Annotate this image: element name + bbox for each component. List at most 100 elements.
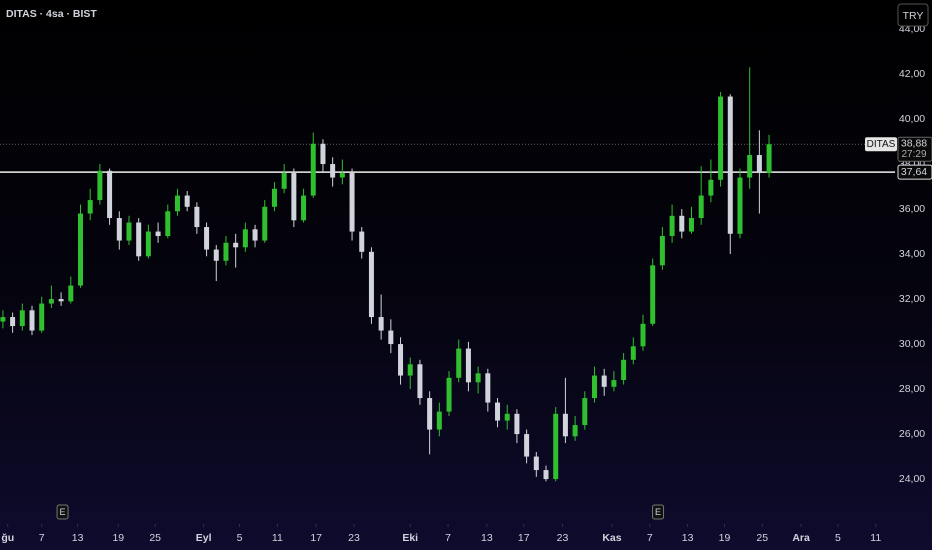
last-price-label: 38,88 bbox=[901, 138, 927, 150]
candle-body bbox=[87, 200, 93, 214]
candle-body bbox=[708, 179, 714, 196]
x-tick-label: 13 bbox=[72, 532, 84, 544]
event-marker bbox=[56, 504, 69, 520]
candle-body bbox=[766, 144, 772, 174]
candle-body bbox=[330, 164, 336, 178]
candle-body bbox=[688, 218, 694, 232]
candle-body bbox=[310, 143, 316, 196]
candle-body bbox=[39, 303, 45, 331]
candle-body bbox=[543, 470, 549, 480]
candle-body bbox=[29, 310, 35, 331]
candle-body bbox=[223, 242, 229, 261]
candle-body bbox=[427, 398, 433, 430]
candle-body bbox=[465, 348, 471, 383]
x-tick-label: Eyl bbox=[196, 532, 212, 544]
x-tick-label: 7 bbox=[39, 532, 45, 544]
candle-body bbox=[291, 173, 297, 221]
candle-body bbox=[58, 299, 64, 302]
candle-body bbox=[48, 299, 54, 304]
y-tick-label: 28,00 bbox=[899, 383, 925, 395]
candle-body bbox=[10, 317, 16, 327]
candle-body bbox=[0, 317, 6, 322]
y-tick-label: 44,00 bbox=[899, 23, 925, 35]
countdown-label: 27:29 bbox=[901, 149, 926, 160]
candle-body bbox=[233, 242, 239, 248]
hline-price-label: 37,64 bbox=[901, 166, 927, 178]
candle-body bbox=[456, 348, 462, 378]
y-tick-label: 32,00 bbox=[899, 293, 925, 305]
candle-body bbox=[514, 413, 520, 435]
currency-button-label[interactable]: TRY bbox=[903, 10, 924, 22]
candle-body bbox=[204, 227, 210, 250]
y-tick-label: 42,00 bbox=[899, 68, 925, 80]
candle-body bbox=[718, 96, 724, 180]
candle-body bbox=[504, 413, 510, 421]
candle-body bbox=[630, 346, 636, 360]
candle-body bbox=[165, 211, 171, 237]
event-label: E bbox=[60, 507, 66, 517]
x-tick-label: Eki bbox=[402, 532, 418, 544]
event-label: E bbox=[655, 507, 661, 517]
candle-body bbox=[601, 375, 607, 387]
candle-body bbox=[475, 373, 481, 383]
candle-body bbox=[611, 380, 617, 387]
candle-body bbox=[592, 375, 598, 399]
candle-body bbox=[553, 413, 559, 480]
y-tick-label: 36,00 bbox=[899, 203, 925, 215]
x-tick-label: Ara bbox=[792, 532, 810, 544]
x-tick-label: 23 bbox=[557, 532, 569, 544]
x-tick-label: 5 bbox=[835, 532, 841, 544]
y-tick-label: 26,00 bbox=[899, 428, 925, 440]
x-tick-label: 19 bbox=[112, 532, 124, 544]
hline-price-box bbox=[897, 164, 932, 180]
candle-body bbox=[107, 170, 113, 219]
candle-body bbox=[485, 373, 491, 403]
candle-body bbox=[368, 251, 374, 318]
candle-body bbox=[621, 359, 627, 381]
candle-body bbox=[359, 231, 365, 252]
x-tick-label: 17 bbox=[518, 532, 530, 544]
candle-body bbox=[398, 344, 404, 376]
candle-body bbox=[174, 195, 180, 212]
symbol-tag bbox=[865, 137, 897, 152]
candle-body bbox=[213, 249, 219, 261]
candle-body bbox=[145, 231, 151, 257]
candle-body bbox=[495, 402, 501, 421]
candle-body bbox=[698, 195, 704, 219]
candle-body bbox=[524, 434, 530, 457]
candle-body bbox=[116, 218, 122, 241]
last-price-box bbox=[897, 136, 932, 162]
candle-body bbox=[582, 398, 588, 426]
candle-body bbox=[184, 195, 190, 207]
currency-button[interactable]: TRY bbox=[897, 3, 929, 27]
x-tick-label: 25 bbox=[756, 532, 768, 544]
x-tick-label: 5 bbox=[237, 532, 243, 544]
candle-body bbox=[572, 425, 578, 437]
candle-body bbox=[378, 317, 384, 331]
candle-body bbox=[446, 377, 452, 412]
x-tick-label: 25 bbox=[149, 532, 161, 544]
candle-body bbox=[436, 411, 442, 430]
chart-title: DITAS · 4sa · BIST bbox=[6, 8, 97, 20]
x-tick-label: 13 bbox=[682, 532, 694, 544]
candle-body bbox=[417, 364, 423, 399]
candle-body bbox=[756, 155, 762, 174]
candle-body bbox=[155, 231, 161, 237]
candle-body bbox=[252, 229, 258, 241]
candle-body bbox=[301, 195, 307, 221]
x-tick-label: 19 bbox=[719, 532, 731, 544]
candle-body bbox=[640, 323, 646, 347]
currency-button-frame[interactable] bbox=[897, 3, 929, 27]
candle-body bbox=[533, 456, 539, 471]
x-tick-label: 11 bbox=[870, 532, 881, 544]
y-tick-label: 34,00 bbox=[899, 248, 925, 260]
candle-body bbox=[407, 364, 413, 376]
x-tick-label: 13 bbox=[481, 532, 493, 544]
candle-body bbox=[262, 206, 268, 241]
x-tick-label: 11 bbox=[272, 532, 283, 544]
candle-body bbox=[126, 222, 132, 241]
candle-body bbox=[281, 173, 287, 189]
